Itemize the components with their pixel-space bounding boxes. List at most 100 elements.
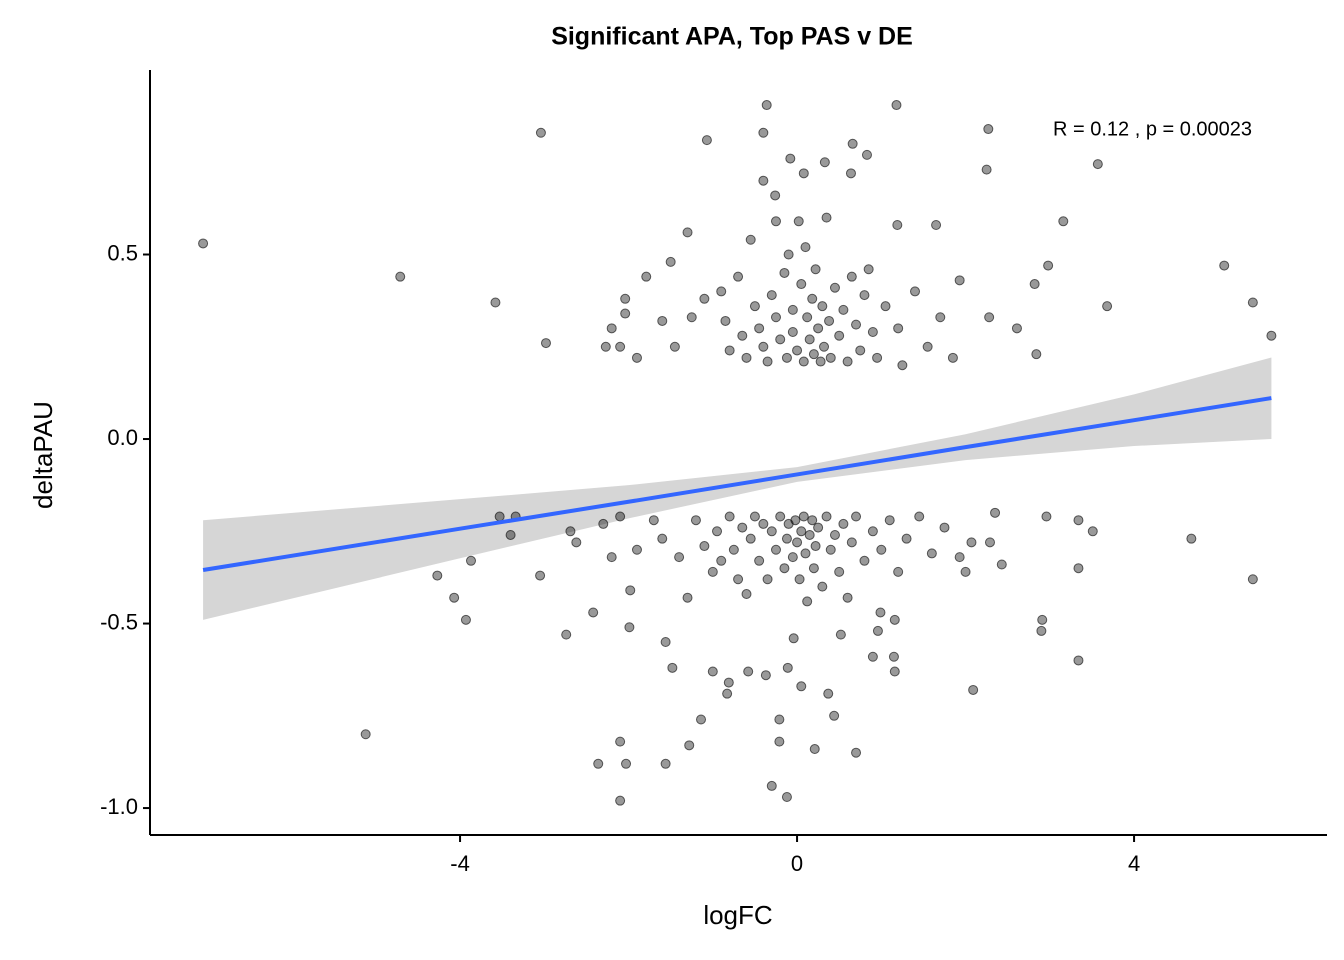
- point: [859, 290, 870, 301]
- point: [1219, 260, 1230, 271]
- y-tick-label: 0.0: [107, 425, 138, 450]
- point: [821, 212, 832, 223]
- point: [807, 293, 818, 304]
- point: [606, 552, 617, 563]
- point: [588, 607, 599, 618]
- point: [810, 264, 821, 275]
- point: [893, 566, 904, 577]
- point: [815, 356, 826, 367]
- point: [724, 345, 735, 356]
- point: [835, 629, 846, 640]
- point: [741, 589, 752, 600]
- point: [699, 541, 710, 552]
- point: [749, 301, 760, 312]
- point: [829, 710, 840, 721]
- point: [1011, 323, 1022, 334]
- point: [761, 100, 772, 111]
- point: [745, 234, 756, 245]
- point: [893, 323, 904, 334]
- point: [851, 511, 862, 522]
- point: [842, 356, 853, 367]
- point: [817, 301, 828, 312]
- point: [762, 574, 773, 585]
- point: [875, 607, 886, 618]
- point: [641, 271, 652, 282]
- point: [800, 548, 811, 559]
- point: [716, 555, 727, 566]
- point: [1102, 301, 1113, 312]
- y-tick-label: -1.0: [100, 794, 138, 819]
- point: [766, 290, 777, 301]
- point: [724, 511, 735, 522]
- point: [615, 736, 626, 747]
- point: [720, 315, 731, 326]
- point: [1247, 297, 1258, 308]
- point: [813, 522, 824, 533]
- point: [966, 537, 977, 548]
- point: [754, 555, 765, 566]
- point: [851, 747, 862, 758]
- point: [707, 566, 718, 577]
- point: [1043, 260, 1054, 271]
- point: [792, 537, 803, 548]
- point: [737, 330, 748, 341]
- fit-line: [202, 396, 1272, 573]
- point: [990, 507, 1001, 518]
- point: [790, 515, 801, 526]
- point: [796, 681, 807, 692]
- point: [1087, 526, 1098, 537]
- point: [824, 315, 835, 326]
- point: [631, 544, 642, 555]
- point: [825, 352, 836, 363]
- point: [737, 522, 748, 533]
- point: [779, 267, 790, 278]
- y-tick-label: 0.5: [107, 240, 138, 265]
- point: [723, 677, 734, 688]
- point: [796, 279, 807, 290]
- point: [598, 518, 609, 529]
- point: [935, 312, 946, 323]
- point: [884, 515, 895, 526]
- point: [984, 537, 995, 548]
- point: [851, 319, 862, 330]
- point: [910, 286, 921, 297]
- point: [926, 548, 937, 559]
- point: [842, 592, 853, 603]
- point: [813, 323, 824, 334]
- y-axis-label: deltaPAU: [28, 401, 58, 509]
- x-tick-label: 0: [791, 851, 803, 876]
- point: [792, 345, 803, 356]
- point: [1186, 533, 1197, 544]
- point: [660, 636, 671, 647]
- point: [861, 149, 872, 160]
- point: [535, 127, 546, 138]
- point: [880, 301, 891, 312]
- point: [891, 100, 902, 111]
- point: [660, 758, 671, 769]
- point: [825, 544, 836, 555]
- point: [863, 264, 874, 275]
- point: [667, 662, 678, 673]
- point: [657, 315, 668, 326]
- point: [505, 529, 516, 540]
- point: [466, 555, 476, 566]
- point: [1266, 330, 1277, 341]
- point: [775, 334, 786, 345]
- point: [716, 286, 727, 297]
- point: [782, 662, 793, 673]
- point: [876, 544, 887, 555]
- point: [395, 271, 406, 282]
- point: [783, 249, 794, 260]
- point: [821, 511, 832, 522]
- point: [834, 330, 845, 341]
- point: [901, 533, 912, 544]
- point: [745, 533, 756, 544]
- point: [615, 795, 626, 806]
- point: [625, 585, 636, 596]
- point: [770, 190, 781, 201]
- y-tick-label: -0.5: [100, 609, 138, 634]
- point: [892, 219, 903, 230]
- confidence-band: [203, 357, 1272, 620]
- point: [770, 216, 781, 227]
